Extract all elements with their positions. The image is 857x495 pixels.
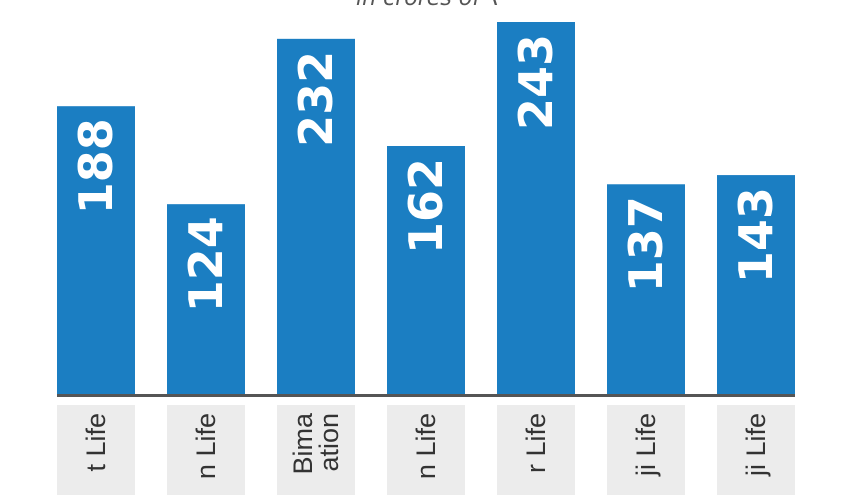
category-label-text: ji Life <box>631 413 661 477</box>
category-label: Bima ation <box>277 405 355 495</box>
bar-chart: 188 124 232 162 243 137 143 <box>57 22 795 397</box>
bar <box>387 146 465 394</box>
category-label: r Life <box>497 405 575 495</box>
bar-value-label: 143 <box>729 187 783 283</box>
bar <box>167 204 245 394</box>
bar <box>497 22 575 394</box>
category-label: n Life <box>387 405 465 495</box>
bar-value-label: 124 <box>179 216 233 312</box>
category-label: t Life <box>57 405 135 495</box>
category-label-text: r Life <box>521 413 551 474</box>
category-label-text: Bima ation <box>288 413 344 475</box>
category-label: ji Life <box>717 405 795 495</box>
category-label: n Life <box>167 405 245 495</box>
bar <box>717 175 795 394</box>
category-label-text: t Life <box>81 413 111 472</box>
bar-value-label: 188 <box>69 118 123 214</box>
bar <box>57 106 135 394</box>
bar <box>277 38 355 394</box>
bar <box>607 184 685 394</box>
category-label-text: ji Life <box>741 413 771 477</box>
category-label-text: n Life <box>191 413 221 480</box>
bar-value-label: 243 <box>509 34 563 130</box>
category-label-text: n Life <box>411 413 441 480</box>
chart-subtitle: in crores of ₹ <box>0 0 857 11</box>
bar-value-label: 137 <box>619 196 673 292</box>
category-label: ji Life <box>607 405 685 495</box>
bar-value-label: 162 <box>399 158 453 254</box>
bar-value-label: 232 <box>289 51 343 147</box>
